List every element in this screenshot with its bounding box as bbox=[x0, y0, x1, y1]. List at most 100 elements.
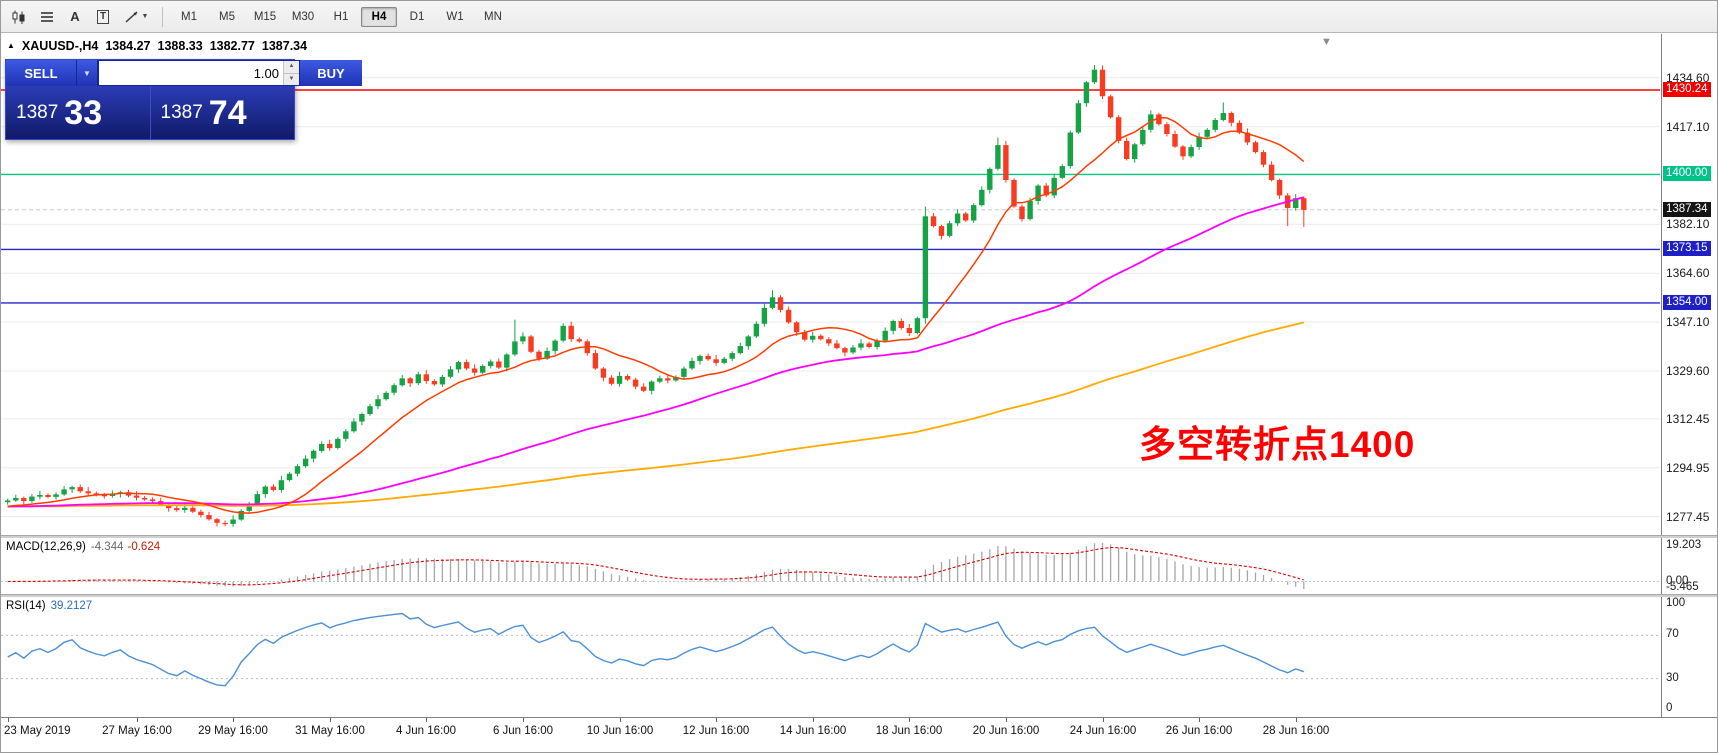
chart-list-button[interactable] bbox=[34, 4, 60, 30]
time-axis-label: 18 Jun 16:00 bbox=[875, 725, 943, 737]
time-axis-label: 31 May 16:00 bbox=[295, 725, 365, 737]
bid-main-digits: 1387 bbox=[16, 101, 59, 123]
timeframe-button-m15[interactable]: M15 bbox=[253, 10, 277, 23]
text-tool-button[interactable]: A bbox=[62, 4, 88, 30]
macd-axis-label: -5.465 bbox=[1666, 581, 1699, 593]
rsi-svg[interactable] bbox=[1, 597, 1660, 717]
time-axis-label: 23 May 2019 bbox=[4, 725, 71, 737]
macd-value: -4.344 bbox=[90, 541, 124, 553]
time-axis-label: 26 Jun 16:00 bbox=[1165, 725, 1233, 737]
toolbar-separator bbox=[162, 6, 163, 27]
pane-splitter[interactable] bbox=[1, 594, 1717, 597]
rsi-name: RSI(14) bbox=[6, 600, 46, 612]
chart-shift-marker-icon: ▼ bbox=[1321, 36, 1332, 48]
volume-field-wrap: ▲ ▼ bbox=[98, 60, 300, 86]
time-axis-tick bbox=[1296, 718, 1297, 722]
rsi-pane[interactable]: RSI(14) 39.2127 100 70 30 0 bbox=[1, 597, 1717, 717]
time-axis-tick bbox=[1199, 718, 1200, 722]
one-click-trading-panel: SELL ▼ ▲ ▼ BUY 1387 33 bbox=[5, 59, 362, 140]
rsi-axis-label: 0 bbox=[1666, 702, 1673, 714]
time-axis-tick bbox=[8, 718, 9, 722]
time-axis-tick bbox=[233, 718, 234, 722]
time-axis-tick bbox=[716, 718, 717, 722]
ask-price[interactable]: 1387 74 bbox=[151, 86, 295, 139]
timeframe-button-m1[interactable]: M1 bbox=[181, 10, 197, 23]
macd-axis: 19.203 0.00 -5.465 bbox=[1661, 538, 1717, 594]
timeframe-button-mn[interactable]: MN bbox=[484, 10, 502, 23]
time-axis-label: 4 Jun 16:00 bbox=[395, 725, 457, 737]
price-axis-tag: 1354.00 bbox=[1663, 295, 1711, 310]
time-axis-tick bbox=[620, 718, 621, 722]
ask-main-digits: 1387 bbox=[160, 101, 203, 123]
time-axis-tick bbox=[909, 718, 910, 722]
chart-list-icon bbox=[41, 11, 53, 22]
time-axis: 23 May 2019 27 May 16:00 29 May 16:00 31 Ma… bbox=[1, 717, 1717, 752]
rsi-value: 39.2127 bbox=[50, 600, 93, 612]
shapes-tool-icon bbox=[125, 10, 138, 23]
candles-layer bbox=[5, 65, 1307, 527]
timeframe-button-m5[interactable]: M5 bbox=[219, 10, 235, 23]
price-axis-label: 1329.60 bbox=[1666, 364, 1710, 378]
price-axis-tag: 1373.15 bbox=[1663, 241, 1711, 256]
timeframe-button-d1[interactable]: D1 bbox=[409, 10, 425, 23]
volume-increase-button[interactable]: ▲ bbox=[284, 61, 299, 73]
volume-input[interactable] bbox=[99, 61, 283, 85]
macd-histogram bbox=[15, 543, 1305, 589]
timeframe-button-m30[interactable]: M30 bbox=[291, 10, 315, 23]
rsi-axis-label: 30 bbox=[1666, 672, 1679, 684]
bid-pips-digits: 33 bbox=[64, 93, 103, 132]
price-axis-tag: 1387.34 bbox=[1663, 202, 1711, 217]
rsi-label: RSI(14) 39.2127 bbox=[6, 600, 92, 612]
price-axis-label: 1277.45 bbox=[1666, 510, 1710, 524]
ma-fast-line bbox=[7, 117, 1305, 514]
macd-label: MACD(12,26,9) -4.344 -0.624 bbox=[6, 541, 160, 553]
quote-low: 1382.77 bbox=[209, 39, 255, 53]
shapes-tool-button[interactable]: ▼ bbox=[118, 4, 154, 30]
price-chart-svg[interactable] bbox=[1, 34, 1660, 535]
time-axis-label: 29 May 16:00 bbox=[198, 725, 268, 737]
time-axis-label: 28 Jun 16:00 bbox=[1262, 725, 1330, 737]
symbol-label: XAUUSD-,H4 bbox=[21, 39, 99, 53]
time-axis-label: 10 Jun 16:00 bbox=[586, 725, 654, 737]
price-axis-label: 1347.10 bbox=[1666, 315, 1710, 329]
macd-svg[interactable] bbox=[1, 538, 1660, 594]
symbol-marker-icon: ▲ bbox=[7, 41, 15, 50]
price-chart-pane[interactable]: ▲ XAUUSD-,H4 1384.27 1388.33 1382.77 138… bbox=[1, 34, 1717, 535]
price-axis-label: 1364.60 bbox=[1666, 266, 1710, 280]
candlestick-chart-button[interactable] bbox=[6, 4, 32, 30]
caret-down-icon: ▼ bbox=[141, 13, 149, 20]
timeframe-button-h4[interactable]: H4 bbox=[361, 6, 397, 27]
caret-down-icon: ▼ bbox=[83, 68, 91, 78]
toolbar: A T ▼ M1 M5 M15 M30 H1 H4 D1 W1 MN bbox=[1, 1, 1717, 33]
timeframe-button-h1[interactable]: H1 bbox=[333, 10, 349, 23]
timeframe-button-w1[interactable]: W1 bbox=[446, 10, 464, 23]
bid-price[interactable]: 1387 33 bbox=[6, 86, 150, 139]
quote-high: 1388.33 bbox=[157, 39, 203, 53]
volume-dropdown-button[interactable]: ▼ bbox=[77, 60, 98, 86]
macd-axis-label: 19.203 bbox=[1666, 539, 1702, 551]
sell-button[interactable]: SELL bbox=[6, 60, 77, 86]
quote-line: ▲ XAUUSD-,H4 1384.27 1388.33 1382.77 138… bbox=[7, 39, 307, 53]
ma-slow-line bbox=[7, 321, 1305, 508]
buy-button[interactable]: BUY bbox=[300, 60, 362, 86]
time-axis-tick bbox=[1103, 718, 1104, 722]
volume-decrease-button[interactable]: ▼ bbox=[284, 72, 299, 85]
price-axis-label: 1434.60 bbox=[1666, 71, 1710, 85]
macd-pane[interactable]: MACD(12,26,9) -4.344 -0.624 19.203 0.00 -5.4… bbox=[1, 538, 1717, 594]
time-axis-tick bbox=[1006, 718, 1007, 722]
time-axis-tick bbox=[426, 718, 427, 722]
time-axis-label: 24 Jun 16:00 bbox=[1069, 725, 1137, 737]
time-axis-label: 14 Jun 16:00 bbox=[779, 725, 847, 737]
price-axis: 1434.60 1417.10 1382.10 1364.60 1347.10 1329.… bbox=[1661, 34, 1717, 535]
pane-splitter[interactable] bbox=[1, 535, 1717, 538]
price-axis-label: 1417.10 bbox=[1666, 120, 1710, 134]
price-axis-label: 1294.95 bbox=[1666, 461, 1710, 475]
volume-spinner: ▲ ▼ bbox=[283, 61, 299, 85]
rsi-axis-label: 70 bbox=[1666, 628, 1679, 640]
ma-mid-line bbox=[7, 196, 1305, 508]
label-tool-button[interactable]: T bbox=[90, 4, 116, 30]
chart-annotation-text[interactable]: 多空转折点1400 bbox=[1139, 424, 1416, 465]
time-axis-tick bbox=[813, 718, 814, 722]
time-axis-tick bbox=[330, 718, 331, 722]
